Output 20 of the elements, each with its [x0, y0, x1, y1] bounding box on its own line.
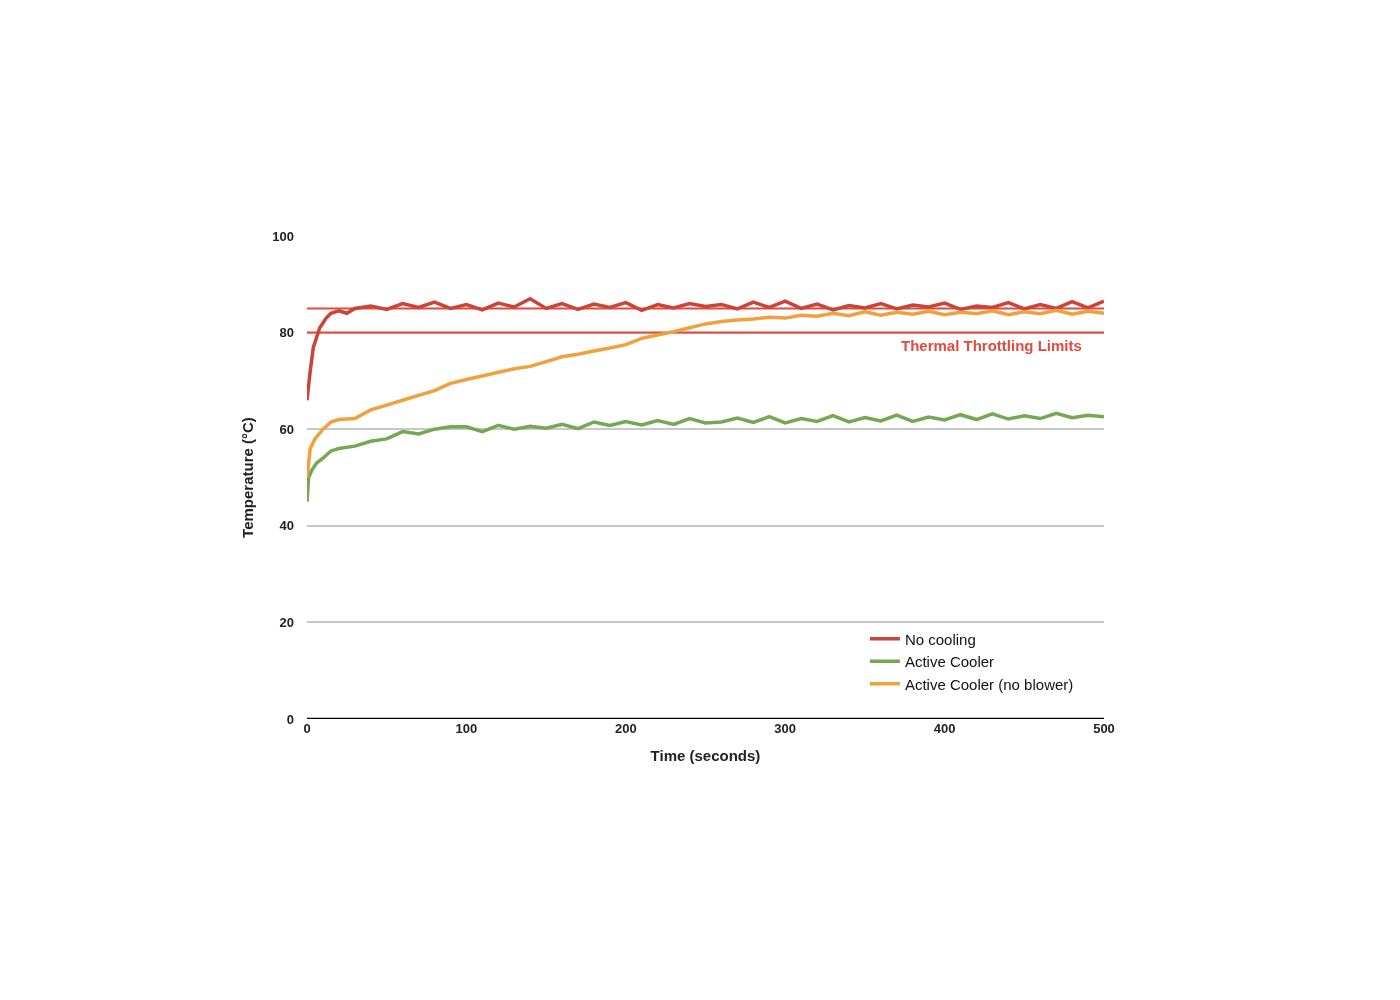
- x-tick-label: 100: [455, 721, 478, 736]
- legend-label: Active Cooler: [904, 653, 995, 670]
- x-tick-label: 400: [933, 721, 956, 736]
- x-tick-label: 500: [1093, 721, 1115, 736]
- line-series: [307, 297, 1104, 402]
- legend-label: Active Cooler (no blower): [904, 675, 1074, 693]
- y-tick-label: 60: [279, 421, 294, 437]
- y-tick-label: 20: [279, 614, 294, 630]
- y-tick-label: 100: [272, 228, 294, 244]
- legend-label: No cooling: [904, 630, 976, 648]
- y-axis-title: Temperature (°C): [238, 417, 256, 538]
- ref-line-label: Thermal Throttling Limits: [901, 337, 1082, 354]
- line-series: [307, 411, 1104, 504]
- y-tick-label: 40: [279, 518, 294, 534]
- x-tick-label: 200: [614, 721, 637, 736]
- x-tick-label: 0: [303, 721, 311, 736]
- y-tick-label: 80: [279, 325, 294, 341]
- x-tick-label: 300: [774, 721, 797, 736]
- line-series: [307, 308, 1104, 480]
- x-axis-title: Time (seconds): [650, 747, 761, 764]
